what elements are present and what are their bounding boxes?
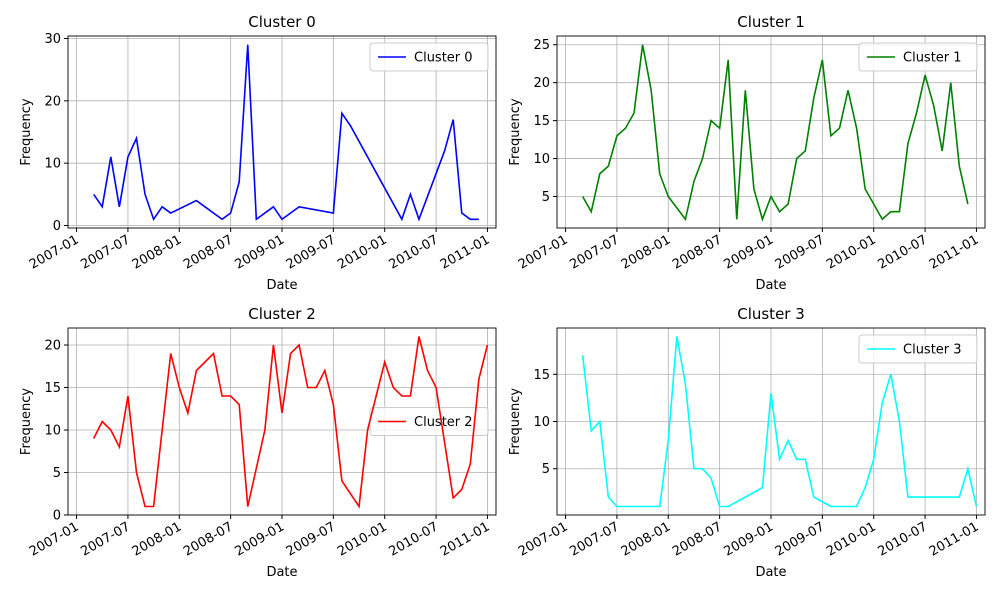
x-tick-label: 2009-07: [284, 232, 339, 272]
x-tick-label: 2007-07: [78, 519, 133, 559]
axes-frame: [67, 35, 497, 229]
y-tick-label: 10: [44, 157, 61, 172]
x-tick-label: 2007-07: [567, 232, 622, 272]
subplot: 5101520252007-012007-072008-012008-07200…: [508, 13, 986, 293]
x-tick-label: 2008-07: [181, 232, 236, 272]
y-axis-label: Frequency: [508, 388, 523, 455]
x-tick-label: 2011-01: [927, 232, 982, 272]
legend-label: Cluster 3: [903, 343, 962, 358]
x-tick-label: 2007-01: [27, 519, 82, 559]
x-tick-label: 2010-07: [876, 232, 931, 272]
x-tick-label: 2008-07: [181, 519, 236, 559]
x-axis-label: Date: [266, 565, 297, 580]
legend-box: [858, 42, 978, 72]
axes-frame: [67, 327, 497, 516]
x-tick-label: 2009-07: [773, 519, 828, 559]
legend-label: Cluster 2: [414, 415, 473, 430]
y-tick-label: 10: [533, 415, 550, 430]
subplot-title: Cluster 3: [737, 305, 805, 323]
x-tick-label: 2011-01: [438, 519, 493, 559]
y-tick-label: 20: [44, 94, 61, 109]
x-tick-label: 2009-07: [773, 232, 828, 272]
x-tick-label: 2009-01: [721, 519, 776, 559]
data-line: [581, 336, 978, 508]
x-tick-label: 2011-01: [438, 232, 493, 272]
x-tick-label: 2010-07: [387, 232, 442, 272]
y-tick-label: 5: [542, 190, 550, 205]
subplot-title: Cluster 2: [248, 305, 316, 323]
y-tick-label: 0: [53, 219, 61, 234]
x-tick-label: 2009-01: [721, 232, 776, 272]
axes-frame: [556, 35, 986, 229]
x-tick-label: 2007-07: [567, 519, 622, 559]
y-tick-label: 20: [533, 76, 550, 91]
x-tick-label: 2010-07: [387, 519, 442, 559]
y-tick-label: 15: [533, 368, 550, 383]
y-tick-label: 10: [44, 424, 61, 439]
subplot: 051015202007-012007-072008-012008-072009…: [19, 305, 497, 580]
subplot: 01020302007-012007-072008-012008-072009-…: [19, 13, 497, 293]
x-axis-label: Date: [755, 278, 786, 293]
y-tick-label: 0: [53, 509, 61, 524]
y-tick-label: 20: [44, 339, 61, 354]
x-tick-label: 2008-01: [619, 232, 674, 272]
x-tick-label: 2007-01: [516, 232, 571, 272]
data-line: [93, 44, 479, 222]
y-tick-label: 30: [44, 32, 61, 47]
axes-frame: [556, 327, 986, 516]
x-tick-label: 2011-01: [927, 519, 982, 559]
x-tick-label: 2009-01: [232, 232, 287, 272]
x-tick-label: 2010-07: [876, 519, 931, 559]
x-tick-label: 2007-01: [27, 232, 82, 272]
x-tick-label: 2007-07: [78, 232, 133, 272]
x-tick-label: 2009-07: [284, 519, 339, 559]
x-tick-label: 2010-01: [824, 519, 879, 559]
x-axis-label: Date: [755, 565, 786, 580]
data-line: [92, 336, 489, 509]
legend-box: [858, 334, 978, 364]
x-tick-label: 2010-01: [335, 519, 390, 559]
x-tick-label: 2010-01: [335, 232, 390, 272]
x-tick-label: 2008-01: [619, 519, 674, 559]
legend-label: Cluster 0: [414, 51, 473, 66]
y-axis-label: Frequency: [508, 98, 523, 165]
legend-box: [369, 42, 489, 72]
y-axis-label: Frequency: [19, 98, 34, 165]
data-line: [581, 44, 969, 222]
x-tick-label: 2007-01: [516, 519, 571, 559]
y-axis-label: Frequency: [19, 388, 34, 455]
x-tick-label: 2009-01: [232, 519, 287, 559]
legend-label: Cluster 1: [903, 51, 962, 66]
subplot-title: Cluster 0: [248, 13, 316, 31]
x-tick-label: 2010-01: [824, 232, 879, 272]
x-tick-label: 2008-01: [130, 232, 185, 272]
subplot: 5 10 15 2007-012007-072008-012008-072009-01…: [508, 305, 986, 580]
x-axis-label: Date: [266, 278, 297, 293]
x-tick-label: 2008-01: [130, 519, 185, 559]
y-tick-label: 5: [53, 466, 61, 481]
subplot-title: Cluster 1: [737, 13, 805, 31]
y-tick-label: 5: [542, 462, 550, 477]
y-tick-label: 15: [44, 381, 61, 396]
x-tick-label: 2008-07: [670, 519, 725, 559]
x-tick-label: 2008-07: [670, 232, 725, 272]
y-tick-label: 25: [533, 38, 550, 53]
y-tick-label: 15: [533, 114, 550, 129]
y-tick-label: 10: [533, 152, 550, 167]
